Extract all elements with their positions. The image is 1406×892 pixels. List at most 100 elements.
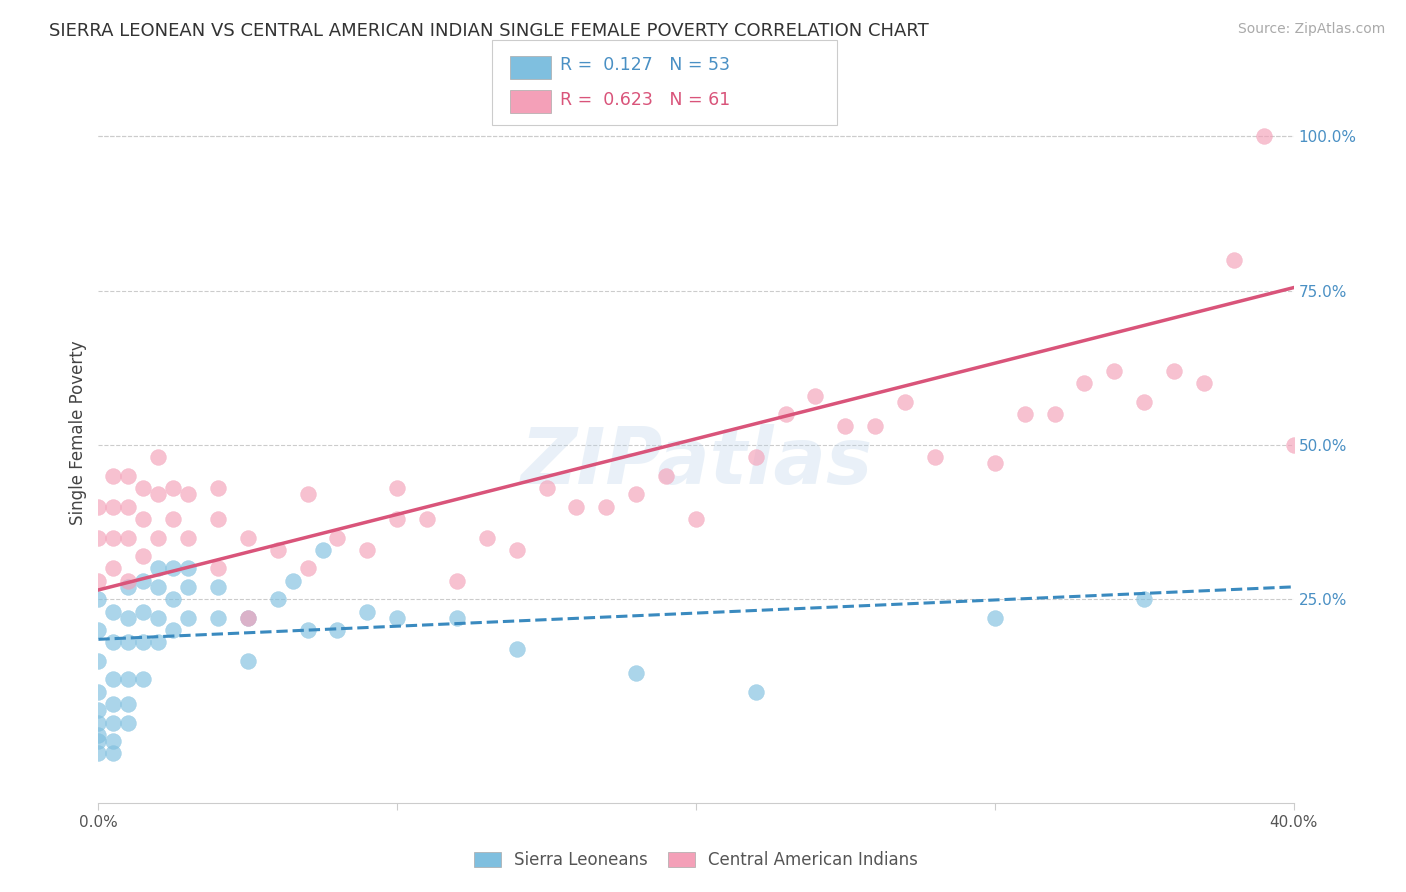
Point: [87, 500, 110, 514]
Point: [236, 611, 259, 625]
Point: [984, 457, 1007, 471]
Point: [745, 450, 768, 465]
Point: [117, 635, 139, 649]
Point: [1104, 364, 1126, 378]
Point: [103, 734, 125, 748]
Point: [103, 468, 125, 483]
Point: [236, 654, 259, 668]
Point: [281, 574, 304, 588]
Point: [117, 580, 139, 594]
Point: [148, 531, 170, 545]
Point: [132, 574, 155, 588]
Point: [148, 580, 170, 594]
Point: [385, 611, 409, 625]
Point: [117, 715, 139, 730]
Legend: Sierra Leoneans, Central American Indians: Sierra Leoneans, Central American Indian…: [467, 845, 925, 876]
Point: [775, 407, 797, 421]
Point: [506, 641, 529, 656]
Point: [87, 703, 110, 717]
Point: [506, 542, 529, 557]
Point: [626, 666, 648, 681]
Point: [132, 512, 155, 526]
Point: [177, 611, 200, 625]
Point: [207, 611, 229, 625]
Point: [87, 623, 110, 637]
Point: [177, 561, 200, 575]
Point: [311, 542, 333, 557]
Point: [148, 450, 170, 465]
Point: [834, 419, 856, 434]
Point: [87, 574, 110, 588]
Point: [132, 481, 155, 495]
Point: [236, 531, 259, 545]
Point: [132, 605, 155, 619]
Point: [297, 561, 319, 575]
Point: [87, 734, 110, 748]
Point: [87, 747, 110, 761]
Point: [87, 654, 110, 668]
Point: [655, 468, 678, 483]
Point: [924, 450, 946, 465]
Point: [132, 673, 155, 687]
Point: [87, 531, 110, 545]
Text: R =  0.127   N = 53: R = 0.127 N = 53: [560, 56, 730, 74]
Point: [117, 673, 139, 687]
Point: [87, 728, 110, 742]
Point: [745, 685, 768, 699]
Point: [177, 487, 200, 501]
Point: [1133, 592, 1156, 607]
Point: [207, 481, 229, 495]
Point: [207, 512, 229, 526]
Point: [565, 500, 588, 514]
Point: [162, 512, 184, 526]
Point: [297, 623, 319, 637]
Point: [103, 747, 125, 761]
Point: [326, 531, 349, 545]
Point: [1043, 407, 1066, 421]
Point: [103, 531, 125, 545]
Point: [177, 580, 200, 594]
Point: [117, 468, 139, 483]
Point: [1192, 376, 1215, 391]
Point: [103, 673, 125, 687]
Point: [685, 512, 707, 526]
Point: [103, 697, 125, 711]
Point: [804, 389, 827, 403]
Point: [446, 574, 468, 588]
Point: [162, 561, 184, 575]
Point: [446, 611, 468, 625]
Text: R =  0.623   N = 61: R = 0.623 N = 61: [560, 91, 730, 109]
Point: [117, 697, 139, 711]
Point: [207, 561, 229, 575]
Point: [475, 531, 498, 545]
Point: [207, 580, 229, 594]
Y-axis label: Single Female Poverty: Single Female Poverty: [69, 341, 87, 524]
Point: [103, 715, 125, 730]
Point: [117, 531, 139, 545]
Text: SIERRA LEONEAN VS CENTRAL AMERICAN INDIAN SINGLE FEMALE POVERTY CORRELATION CHAR: SIERRA LEONEAN VS CENTRAL AMERICAN INDIA…: [49, 22, 929, 40]
Point: [1073, 376, 1095, 391]
Point: [385, 481, 409, 495]
Point: [595, 500, 617, 514]
Point: [1133, 394, 1156, 409]
Point: [297, 487, 319, 501]
Point: [865, 419, 887, 434]
Point: [87, 715, 110, 730]
Point: [326, 623, 349, 637]
Point: [1014, 407, 1036, 421]
Point: [117, 500, 139, 514]
Point: [162, 623, 184, 637]
Point: [416, 512, 439, 526]
Point: [536, 481, 558, 495]
Point: [177, 531, 200, 545]
Point: [148, 635, 170, 649]
Point: [132, 549, 155, 563]
Point: [117, 611, 139, 625]
Point: [162, 592, 184, 607]
Point: [103, 561, 125, 575]
Point: [626, 487, 648, 501]
Point: [103, 605, 125, 619]
Point: [356, 542, 378, 557]
Point: [356, 605, 378, 619]
Point: [1282, 438, 1305, 452]
